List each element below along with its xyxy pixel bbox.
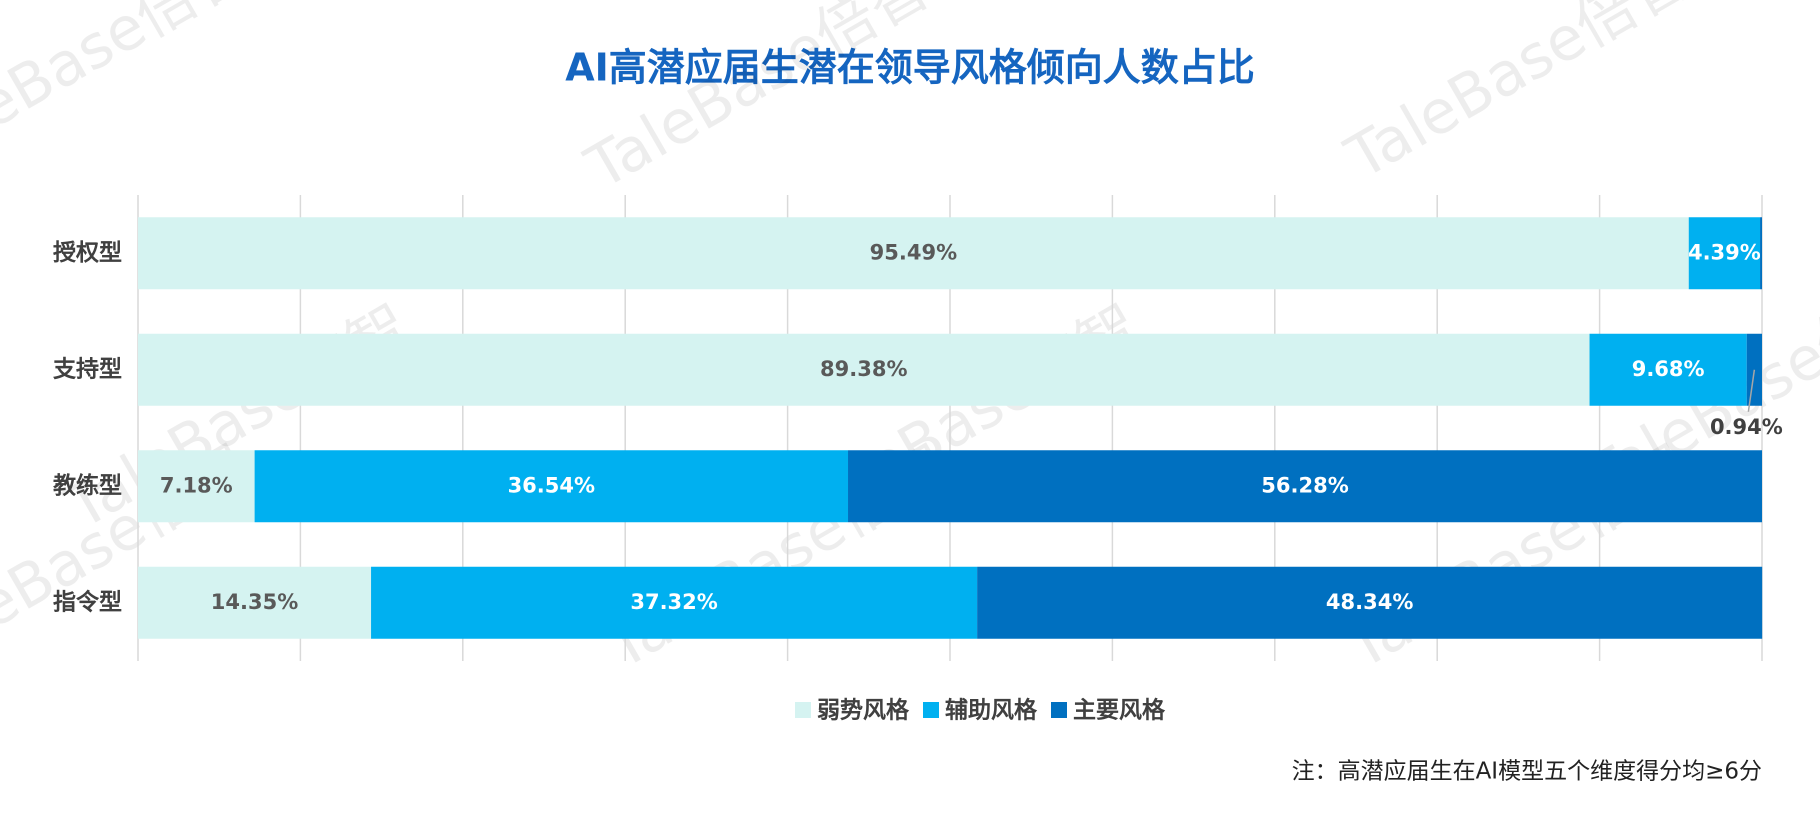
- bar-segment: [138, 566, 372, 639]
- legend-label: 弱势风格: [817, 697, 910, 724]
- y-tick-label: 教练型: [53, 472, 122, 499]
- y-tick-label: 指令型: [53, 588, 122, 615]
- data-label: 4.39%: [1688, 240, 1761, 264]
- y-tick-label: 授权型: [53, 240, 122, 266]
- leader-line: [1747, 369, 1756, 412]
- legend-swatch: [923, 702, 939, 718]
- chart-title: AI高潜应届生潜在领导风格倾向人数占比: [565, 46, 1255, 90]
- bar-segment: [371, 566, 978, 639]
- bar-segment: [1688, 217, 1761, 290]
- data-label: 56.28%: [1261, 473, 1348, 497]
- watermark: TaleBase倍智: [1334, 0, 1702, 194]
- data-label: 14.35%: [211, 590, 298, 614]
- bar-segment: [848, 450, 1762, 523]
- legend: 弱势风格 辅助风格 主要风格: [795, 697, 1166, 724]
- legend-label: 辅助风格: [945, 697, 1038, 724]
- data-label: 95.49%: [870, 240, 957, 264]
- legend-label: 主要风格: [1073, 697, 1166, 724]
- legend-swatch: [795, 702, 811, 718]
- watermark: TaleBase倍智: [0, 0, 262, 184]
- legend-swatch: [1051, 702, 1067, 718]
- bar-segment: [254, 450, 849, 523]
- bar-segment: [138, 217, 1689, 290]
- data-label: 9.68%: [1632, 357, 1705, 381]
- data-label: 7.18%: [160, 473, 233, 497]
- note: 注：高潜应届生在AI模型五个维度得分均≥6分: [1292, 759, 1762, 785]
- data-label: 89.38%: [820, 357, 907, 381]
- data-label: 37.32%: [630, 590, 717, 614]
- bar-segment: [977, 566, 1763, 639]
- bar-segment: [1589, 333, 1747, 406]
- watermark: TaleBase倍智: [574, 0, 942, 204]
- bar-segment: [138, 333, 1590, 406]
- bar-segment: [1760, 217, 1762, 290]
- y-tick-label: 支持型: [52, 356, 122, 382]
- data-label: 0.94%: [1710, 415, 1783, 439]
- data-label: 36.54%: [508, 473, 595, 497]
- data-label: 48.34%: [1326, 590, 1413, 614]
- bar-segment: [138, 450, 255, 523]
